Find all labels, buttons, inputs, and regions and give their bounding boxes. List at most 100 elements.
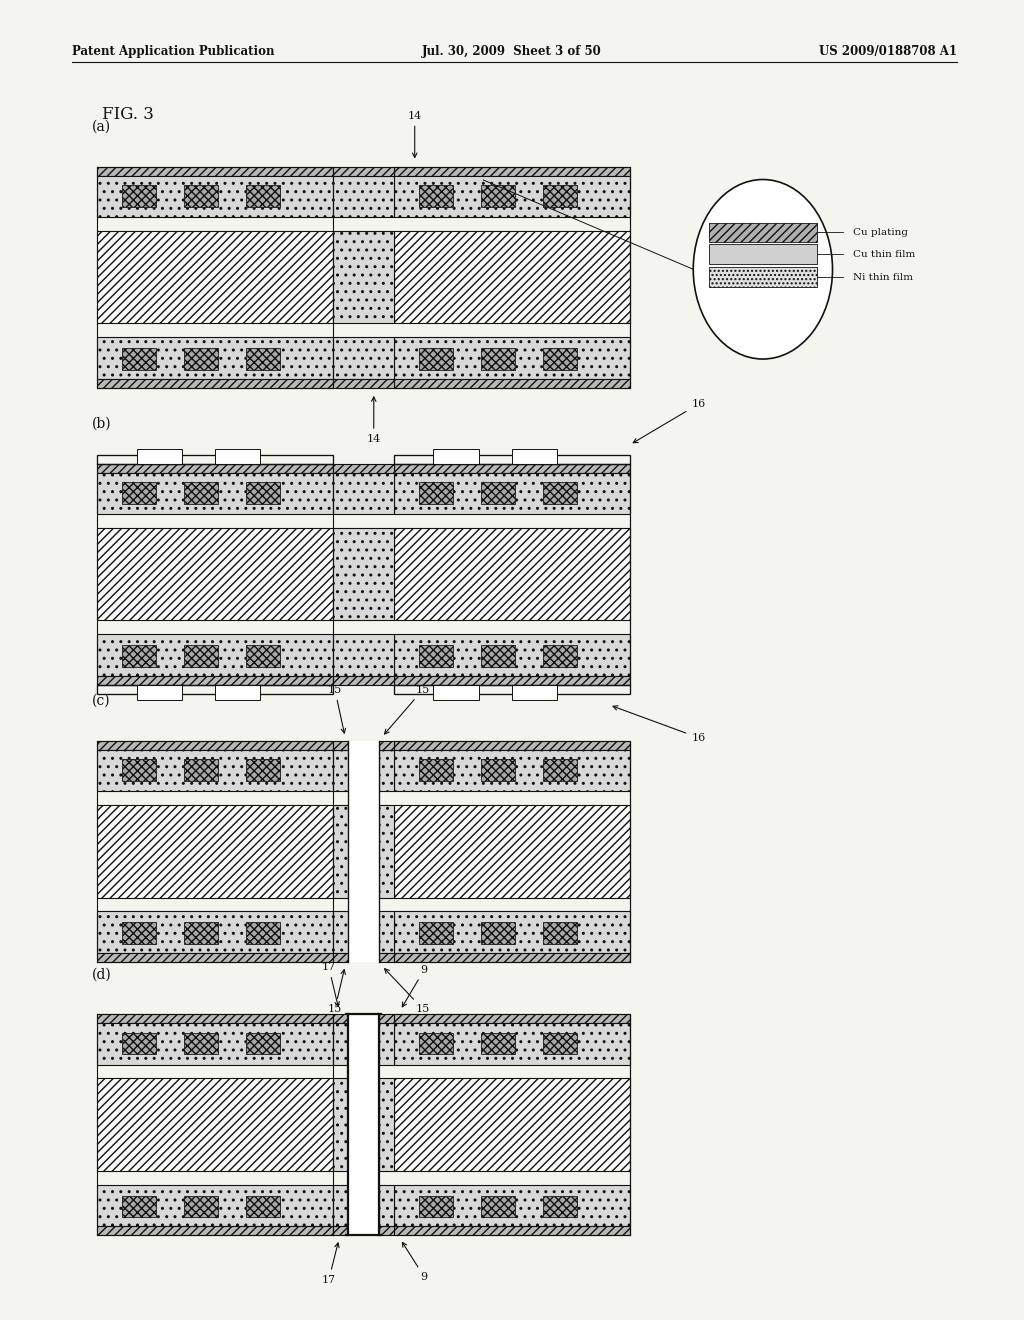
Bar bbox=[97, 1226, 333, 1236]
Bar bbox=[481, 923, 515, 944]
Text: 15: 15 bbox=[385, 685, 430, 734]
Bar bbox=[333, 463, 394, 473]
Bar bbox=[122, 923, 157, 944]
Bar bbox=[394, 379, 630, 388]
Text: Cu thin film: Cu thin film bbox=[853, 249, 915, 259]
Bar bbox=[543, 759, 578, 781]
Text: 9: 9 bbox=[402, 1242, 428, 1282]
Bar bbox=[333, 1078, 348, 1171]
Text: 15: 15 bbox=[328, 685, 345, 733]
Bar bbox=[394, 528, 630, 620]
Bar bbox=[543, 1032, 578, 1055]
Text: 15: 15 bbox=[385, 969, 430, 1014]
Bar bbox=[419, 1196, 453, 1217]
Bar bbox=[246, 482, 281, 504]
Bar bbox=[709, 268, 817, 288]
Bar bbox=[379, 1014, 394, 1023]
Bar bbox=[481, 348, 515, 370]
Bar bbox=[122, 645, 157, 667]
Bar bbox=[122, 185, 157, 207]
Bar bbox=[333, 1226, 348, 1236]
Bar bbox=[543, 185, 578, 207]
Bar bbox=[379, 1185, 394, 1226]
Text: 14: 14 bbox=[367, 397, 381, 444]
Bar bbox=[97, 379, 333, 388]
Bar bbox=[394, 454, 630, 463]
Text: US 2009/0188708 A1: US 2009/0188708 A1 bbox=[819, 45, 957, 58]
Bar bbox=[184, 923, 218, 944]
Text: (b): (b) bbox=[92, 417, 112, 430]
Bar bbox=[97, 176, 333, 216]
Bar bbox=[246, 645, 281, 667]
Bar bbox=[379, 750, 394, 792]
Bar bbox=[512, 449, 557, 463]
Bar bbox=[481, 1196, 515, 1217]
Bar bbox=[136, 449, 182, 463]
Bar bbox=[97, 805, 333, 898]
Bar bbox=[122, 759, 157, 781]
Bar bbox=[394, 805, 630, 898]
Bar bbox=[184, 1196, 218, 1217]
Bar bbox=[122, 1032, 157, 1055]
Bar bbox=[333, 676, 394, 685]
Bar bbox=[122, 1196, 157, 1217]
Bar bbox=[394, 1078, 630, 1171]
Bar bbox=[246, 348, 281, 370]
Bar bbox=[333, 912, 348, 953]
Bar bbox=[419, 759, 453, 781]
Bar bbox=[333, 750, 348, 792]
Bar bbox=[481, 645, 515, 667]
Bar bbox=[419, 348, 453, 370]
Bar bbox=[184, 1032, 218, 1055]
Bar bbox=[97, 1185, 333, 1226]
Bar bbox=[481, 482, 515, 504]
Bar bbox=[246, 759, 281, 781]
Bar bbox=[481, 1032, 515, 1055]
Bar bbox=[433, 685, 478, 700]
Bar bbox=[419, 1032, 453, 1055]
Bar bbox=[394, 1023, 630, 1064]
Bar bbox=[246, 1032, 281, 1055]
Bar bbox=[379, 953, 394, 962]
Bar bbox=[419, 923, 453, 944]
Text: 9: 9 bbox=[402, 965, 428, 1007]
Bar bbox=[97, 337, 333, 379]
Bar bbox=[333, 1023, 348, 1064]
Bar bbox=[419, 645, 453, 667]
Text: (a): (a) bbox=[92, 120, 112, 133]
Bar bbox=[97, 166, 333, 176]
Bar bbox=[379, 912, 394, 953]
Bar bbox=[543, 348, 578, 370]
Bar bbox=[184, 645, 218, 667]
Bar bbox=[333, 176, 394, 216]
Bar bbox=[122, 482, 157, 504]
Bar bbox=[394, 676, 630, 685]
Bar bbox=[184, 759, 218, 781]
Bar bbox=[394, 1226, 630, 1236]
Bar bbox=[333, 953, 348, 962]
Bar bbox=[394, 912, 630, 953]
Bar bbox=[394, 635, 630, 676]
Circle shape bbox=[693, 180, 833, 359]
Text: Jul. 30, 2009  Sheet 3 of 50: Jul. 30, 2009 Sheet 3 of 50 bbox=[422, 45, 602, 58]
Text: 16: 16 bbox=[613, 706, 706, 743]
Bar bbox=[97, 463, 333, 473]
Bar bbox=[97, 635, 333, 676]
Bar bbox=[136, 685, 182, 700]
Bar bbox=[333, 741, 348, 750]
Bar bbox=[97, 912, 333, 953]
Bar bbox=[379, 1226, 394, 1236]
Bar bbox=[709, 223, 817, 243]
Bar bbox=[433, 449, 478, 463]
Bar bbox=[97, 750, 333, 792]
Text: (d): (d) bbox=[92, 968, 112, 981]
Bar bbox=[543, 1196, 578, 1217]
Text: Cu plating: Cu plating bbox=[853, 228, 908, 238]
Text: Ni thin film: Ni thin film bbox=[853, 273, 913, 282]
Bar bbox=[97, 1078, 333, 1171]
Bar bbox=[184, 185, 218, 207]
Bar bbox=[348, 1014, 379, 1236]
Bar bbox=[394, 685, 630, 694]
Text: 14: 14 bbox=[408, 111, 422, 157]
Bar bbox=[348, 741, 379, 962]
